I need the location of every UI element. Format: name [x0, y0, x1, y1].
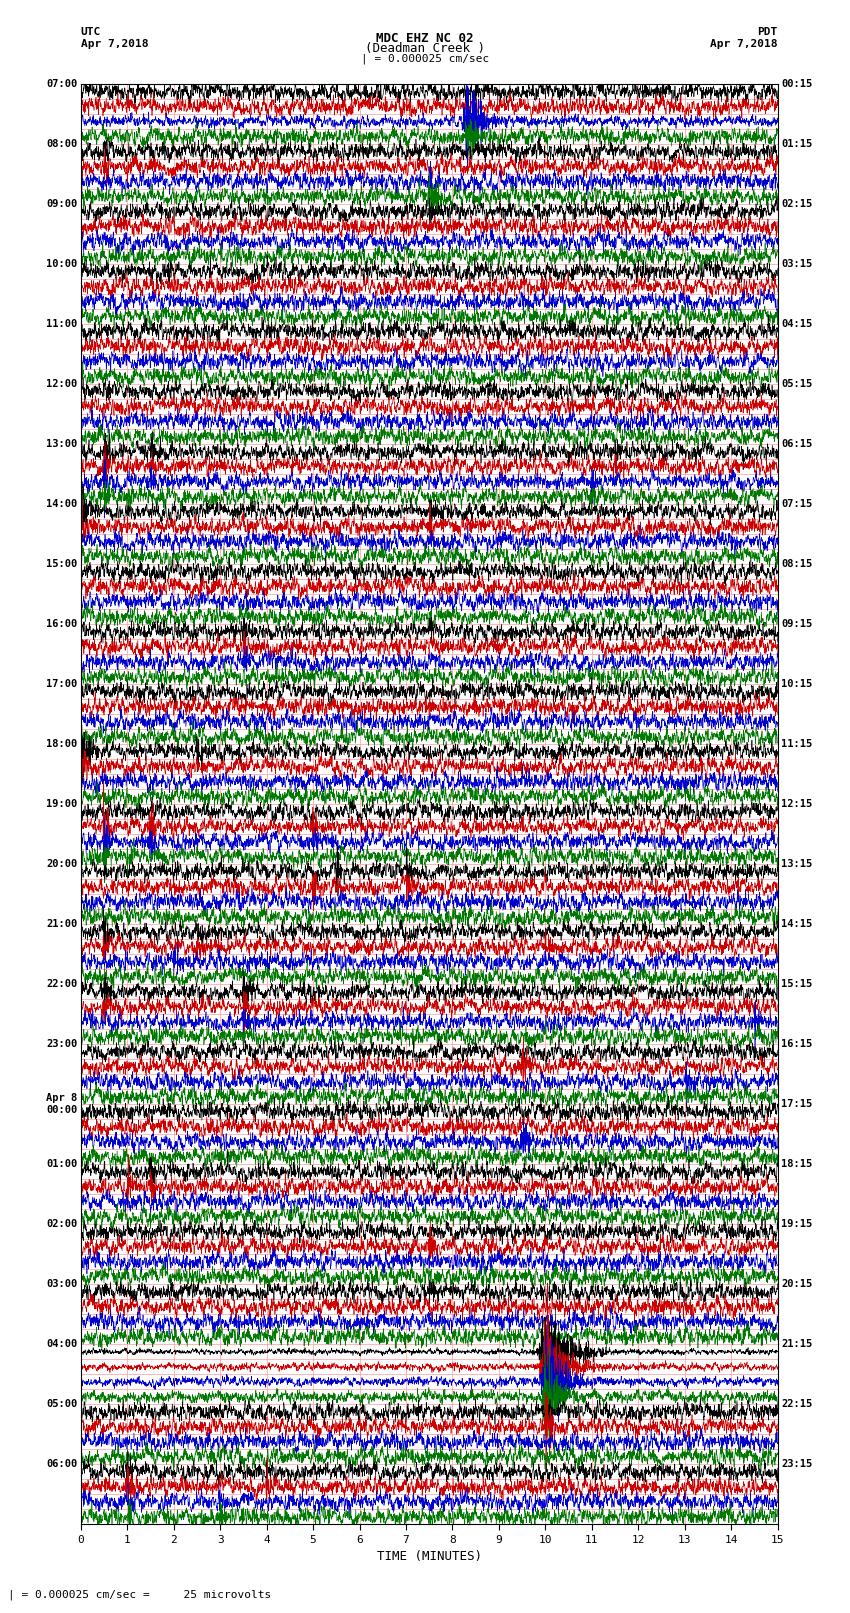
Text: 18:15: 18:15: [781, 1160, 813, 1169]
Text: 02:00: 02:00: [46, 1219, 77, 1229]
Text: 15:15: 15:15: [781, 979, 813, 989]
Text: UTC: UTC: [81, 27, 101, 37]
Text: 22:00: 22:00: [46, 979, 77, 989]
Text: 01:00: 01:00: [46, 1160, 77, 1169]
Text: 15:00: 15:00: [46, 560, 77, 569]
Text: 05:15: 05:15: [781, 379, 813, 389]
Text: 19:15: 19:15: [781, 1219, 813, 1229]
Text: 14:15: 14:15: [781, 919, 813, 929]
Text: 17:15: 17:15: [781, 1098, 813, 1110]
Text: | = 0.000025 cm/sec =     25 microvolts: | = 0.000025 cm/sec = 25 microvolts: [8, 1589, 272, 1600]
Text: 13:15: 13:15: [781, 860, 813, 869]
Text: 03:15: 03:15: [781, 260, 813, 269]
Text: 23:00: 23:00: [46, 1039, 77, 1048]
Text: 18:00: 18:00: [46, 739, 77, 748]
Text: 09:00: 09:00: [46, 198, 77, 210]
Text: 03:00: 03:00: [46, 1279, 77, 1289]
X-axis label: TIME (MINUTES): TIME (MINUTES): [377, 1550, 482, 1563]
Text: 07:15: 07:15: [781, 498, 813, 510]
Text: 11:00: 11:00: [46, 319, 77, 329]
Text: 13:00: 13:00: [46, 439, 77, 448]
Text: 04:15: 04:15: [781, 319, 813, 329]
Text: 09:15: 09:15: [781, 619, 813, 629]
Text: 04:00: 04:00: [46, 1339, 77, 1348]
Text: 11:15: 11:15: [781, 739, 813, 748]
Text: MDC EHZ NC 02: MDC EHZ NC 02: [377, 32, 473, 45]
Text: 16:15: 16:15: [781, 1039, 813, 1048]
Text: 07:00: 07:00: [46, 79, 77, 89]
Text: 08:15: 08:15: [781, 560, 813, 569]
Text: 17:00: 17:00: [46, 679, 77, 689]
Text: 10:00: 10:00: [46, 260, 77, 269]
Text: 06:15: 06:15: [781, 439, 813, 448]
Text: 12:00: 12:00: [46, 379, 77, 389]
Text: Apr 7,2018: Apr 7,2018: [711, 39, 778, 48]
Text: 12:15: 12:15: [781, 798, 813, 810]
Text: 10:15: 10:15: [781, 679, 813, 689]
Text: 06:00: 06:00: [46, 1460, 77, 1469]
Text: Apr 7,2018: Apr 7,2018: [81, 39, 148, 48]
Text: 20:15: 20:15: [781, 1279, 813, 1289]
Text: 20:00: 20:00: [46, 860, 77, 869]
Text: 21:15: 21:15: [781, 1339, 813, 1348]
Text: 14:00: 14:00: [46, 498, 77, 510]
Text: PDT: PDT: [757, 27, 778, 37]
Text: 16:00: 16:00: [46, 619, 77, 629]
Text: 02:15: 02:15: [781, 198, 813, 210]
Text: 22:15: 22:15: [781, 1398, 813, 1410]
Text: 00:15: 00:15: [781, 79, 813, 89]
Text: 23:15: 23:15: [781, 1460, 813, 1469]
Text: | = 0.000025 cm/sec: | = 0.000025 cm/sec: [361, 53, 489, 65]
Text: Apr 8
00:00: Apr 8 00:00: [46, 1094, 77, 1115]
Text: 08:00: 08:00: [46, 139, 77, 148]
Text: 21:00: 21:00: [46, 919, 77, 929]
Text: 05:00: 05:00: [46, 1398, 77, 1410]
Text: (Deadman Creek ): (Deadman Creek ): [365, 42, 485, 55]
Text: 19:00: 19:00: [46, 798, 77, 810]
Text: 01:15: 01:15: [781, 139, 813, 148]
